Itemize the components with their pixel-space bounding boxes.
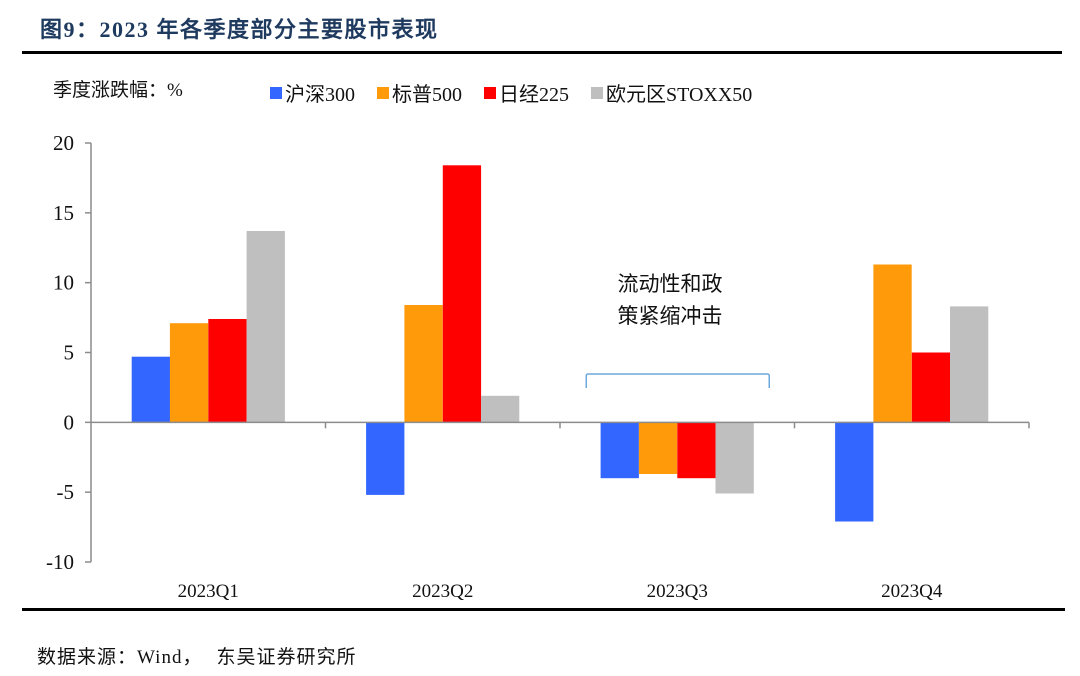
- legend-swatch-hs300: [270, 86, 282, 99]
- bar-2023Q4-1: [835, 422, 874, 522]
- x-tick-label: 2023Q1: [178, 581, 239, 602]
- legend-swatch-nikkei225: [484, 86, 496, 99]
- x-tick-labels: 2023Q1 2023Q2 2023Q3 2023Q4: [178, 581, 943, 602]
- legend-swatch-sp500: [377, 86, 389, 99]
- x-tick-label: 2023Q2: [412, 581, 473, 602]
- legend: 沪深300 标普500 日经225 欧元区STOXX50: [270, 78, 774, 107]
- legend-item-nikkei225: 日经225: [484, 78, 569, 107]
- bar-2023Q2-3: [442, 165, 482, 423]
- bar-2023Q3-4: [715, 422, 754, 494]
- legend-item-stoxx50: 欧元区STOXX50: [591, 78, 752, 107]
- y-tick-label: 5: [64, 341, 75, 365]
- legend-label-nikkei225: 日经225: [499, 84, 569, 106]
- bar-2023Q4-2: [873, 264, 912, 423]
- annotation-line-1: 流动性和政: [617, 272, 723, 296]
- bar-2023Q1-3: [208, 319, 247, 423]
- legend-label-sp500: 标普500: [392, 84, 462, 106]
- x-tick-label: 2023Q4: [881, 581, 943, 602]
- source-org: 东吴证券研究所: [216, 647, 357, 668]
- bar-2023Q2-1: [366, 422, 405, 495]
- chart-title: 图9：2023 年各季度部分主要股市表现: [40, 17, 439, 42]
- y-axis-unit-label: 季度涨跌幅：%: [53, 80, 183, 101]
- y-tick-label: 20: [53, 131, 74, 155]
- bar-2023Q1-1: [131, 356, 170, 423]
- bar-2023Q1-4: [246, 231, 285, 423]
- bar-2023Q4-3: [911, 352, 951, 423]
- axes-layer: [85, 142, 1030, 563]
- annotation-line-2: 策紧缩冲击: [617, 304, 723, 328]
- bars-layer: [131, 165, 989, 522]
- bar-2023Q3-2: [638, 422, 678, 474]
- legend-label-stoxx50: 欧元区STOXX50: [606, 84, 753, 106]
- y-tick-labels: 20 15 10 5 0 -5 -10: [46, 131, 74, 574]
- bar-2023Q4-4: [950, 306, 989, 423]
- annotation-bracket: [585, 373, 770, 388]
- source-prefix: 数据来源：Wind，: [37, 647, 203, 668]
- annotation-text: 流动性和政 策紧缩冲击: [600, 268, 740, 332]
- bar-2023Q3-1: [600, 422, 639, 479]
- legend-item-hs300: 沪深300: [270, 78, 355, 107]
- bar-2023Q3-3: [677, 422, 716, 479]
- y-tick-label: 15: [53, 201, 74, 225]
- top-rule: [22, 51, 1062, 54]
- bar-2023Q2-2: [404, 305, 443, 423]
- bar-2023Q2-4: [481, 395, 520, 423]
- bar-2023Q1-2: [169, 323, 209, 423]
- bottom-rule: [22, 608, 1065, 611]
- y-tick-label: -5: [57, 480, 75, 504]
- y-tick-label: 10: [53, 271, 74, 295]
- legend-item-sp500: 标普500: [377, 78, 462, 107]
- source-note: 数据来源：Wind， 东吴证券研究所: [37, 642, 356, 669]
- x-tick-label: 2023Q3: [647, 581, 708, 602]
- y-tick-label: -10: [46, 550, 74, 574]
- legend-label-hs300: 沪深300: [285, 84, 355, 106]
- y-tick-label: 0: [64, 410, 75, 434]
- legend-swatch-stoxx50: [591, 86, 603, 99]
